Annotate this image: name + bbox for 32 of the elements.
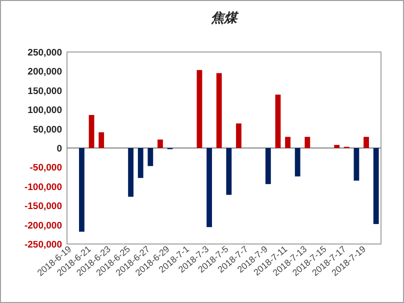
y-tick-label: -100,000 — [24, 182, 62, 193]
bar — [285, 136, 290, 148]
bar — [196, 70, 202, 148]
bar — [304, 136, 310, 148]
bar — [275, 94, 281, 148]
bar — [206, 148, 212, 228]
bar — [216, 73, 222, 148]
bar — [334, 144, 340, 148]
bar — [373, 148, 379, 224]
bar — [79, 148, 84, 232]
bar — [226, 148, 232, 195]
bar — [294, 148, 300, 176]
bar — [88, 114, 94, 148]
y-tick-label: 0 — [56, 144, 62, 154]
y-tick-label: 150,000 — [28, 86, 62, 97]
bar — [265, 148, 271, 184]
bar — [128, 148, 134, 197]
bar — [354, 148, 360, 181]
bar — [158, 140, 163, 148]
y-tick-label: -50,000 — [30, 162, 62, 174]
chart-title: 焦煤 — [211, 11, 239, 26]
bar — [236, 123, 242, 148]
y-tick-label: -200,000 — [24, 220, 62, 232]
y-tick-label: 100,000 — [28, 105, 62, 116]
y-tick-label: -150,000 — [24, 201, 62, 212]
y-tick-label: 250,000 — [28, 48, 62, 58]
y-tick-label: 200,000 — [28, 66, 62, 78]
y-tick-label: 50,000 — [32, 124, 62, 136]
bar — [138, 148, 144, 178]
bar — [98, 132, 104, 148]
bar — [148, 148, 154, 166]
bar — [364, 136, 369, 148]
